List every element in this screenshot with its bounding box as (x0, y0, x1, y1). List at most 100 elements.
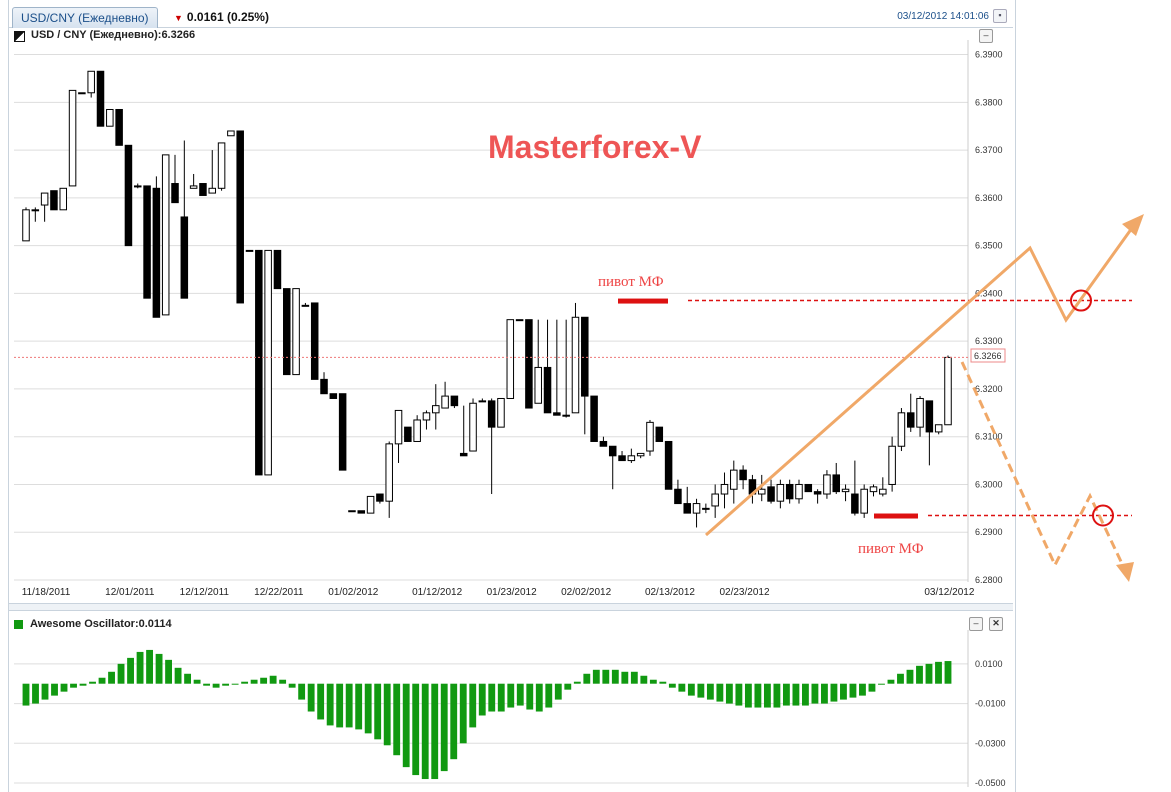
oscillator-bar (431, 683, 439, 780)
candle-body (692, 503, 701, 514)
candle (208, 150, 217, 194)
symbol-tab[interactable]: USD/CNY (Ежедневно) (12, 7, 158, 28)
oscillator-minimize-button[interactable]: – (969, 617, 983, 631)
oscillator-bar (117, 663, 125, 684)
candle-body (459, 452, 468, 457)
oscillator-bar (393, 683, 401, 756)
oscillator-bar (383, 683, 391, 746)
watermark: Masterforex-V (488, 129, 702, 165)
candle-body (152, 187, 161, 318)
candles (22, 70, 952, 528)
candle-body (236, 130, 244, 304)
oscillator-bar (127, 657, 134, 684)
down-arrow-icon (1116, 562, 1134, 582)
pivot-label-bottom: пивот МФ (858, 541, 924, 557)
candle-body (124, 144, 133, 247)
candle-body (348, 510, 356, 513)
oscillator-bar (450, 683, 458, 760)
candle (934, 424, 943, 435)
candle (22, 207, 30, 242)
candle (441, 381, 449, 409)
candle (87, 70, 95, 98)
oscillator-bar (554, 683, 562, 700)
oscillator-bar (279, 679, 287, 684)
candle-body (599, 440, 608, 447)
candle-body (590, 395, 598, 442)
candle (413, 415, 421, 442)
candle (394, 409, 403, 463)
candle-body (273, 249, 282, 290)
price-tick-label: 6.3600 (975, 193, 1003, 203)
candle-body (208, 187, 217, 194)
oscillator-bar (735, 683, 743, 706)
price-tick-label: 6.3800 (975, 97, 1003, 107)
oscillator-bar (184, 673, 192, 684)
candle-body (730, 469, 738, 490)
candle (310, 302, 319, 380)
oscillator-bar (41, 683, 49, 700)
oscillator-bar (573, 681, 581, 684)
oscillator-bar (222, 683, 230, 686)
candle-body (320, 378, 328, 395)
oscillator-close-button[interactable]: ✕ (989, 617, 1003, 631)
date-tick-label: 01/23/2012 (487, 587, 537, 598)
candle (133, 183, 142, 189)
oscillator-bar (507, 683, 515, 708)
main-panel-minimize-button[interactable]: – (979, 29, 993, 43)
oscillator-bar (792, 683, 800, 706)
candle-body (506, 319, 515, 399)
candle (199, 183, 207, 196)
candle (422, 410, 431, 430)
candle-body (851, 493, 859, 514)
candle (543, 319, 552, 414)
candle-body (683, 503, 691, 514)
oscillator-bar (925, 663, 933, 684)
toolbar-toggle-icon[interactable]: ▪ (993, 9, 1007, 23)
candle (581, 316, 589, 435)
candle (161, 154, 170, 316)
candle (348, 510, 356, 513)
candle-body (702, 507, 710, 510)
candle (776, 479, 785, 509)
candle-body (283, 288, 291, 376)
panel-divider[interactable] (9, 603, 1013, 611)
oscillator-bar (288, 683, 296, 688)
candle-body (534, 366, 542, 404)
candle-body (68, 89, 77, 187)
candle-body (161, 154, 170, 316)
date-tick-label: 11/18/2011 (22, 587, 71, 598)
oscillator-bar (878, 683, 885, 685)
oscillator-bar (459, 683, 467, 744)
price-change: ▼ 0.0161 (0.25%) (174, 7, 269, 27)
annotations (14, 214, 1144, 582)
oscillator-bar (621, 671, 629, 684)
candle-body (553, 412, 561, 416)
candle-body (720, 483, 729, 495)
candle-body (366, 495, 375, 514)
oscillator-bar (725, 683, 733, 704)
candle-body (664, 440, 673, 490)
candle-body (255, 249, 263, 476)
oscillator-bar (488, 683, 496, 712)
candle-body (394, 409, 403, 445)
candle (152, 176, 161, 318)
candle (31, 207, 40, 222)
candle (767, 479, 775, 504)
candle-body (804, 483, 813, 493)
oscillator-bar (516, 683, 524, 706)
price-tick-label: 6.3900 (975, 50, 1003, 60)
oscillator-panel-title: Awesome Oscillator:0.0114 (30, 618, 172, 630)
candle (171, 154, 179, 204)
oscillator-bar (89, 681, 96, 684)
candle-body (357, 510, 366, 514)
up-arrow-icon (1122, 214, 1144, 236)
candle-body (143, 185, 151, 299)
candle (562, 319, 570, 418)
candle (711, 484, 719, 518)
candle-body (776, 483, 785, 502)
oscillator-bar (203, 683, 211, 686)
candle-body (562, 414, 570, 417)
candle (692, 498, 701, 528)
candle (916, 396, 924, 437)
date-tick-label: 02/13/2012 (645, 587, 695, 598)
